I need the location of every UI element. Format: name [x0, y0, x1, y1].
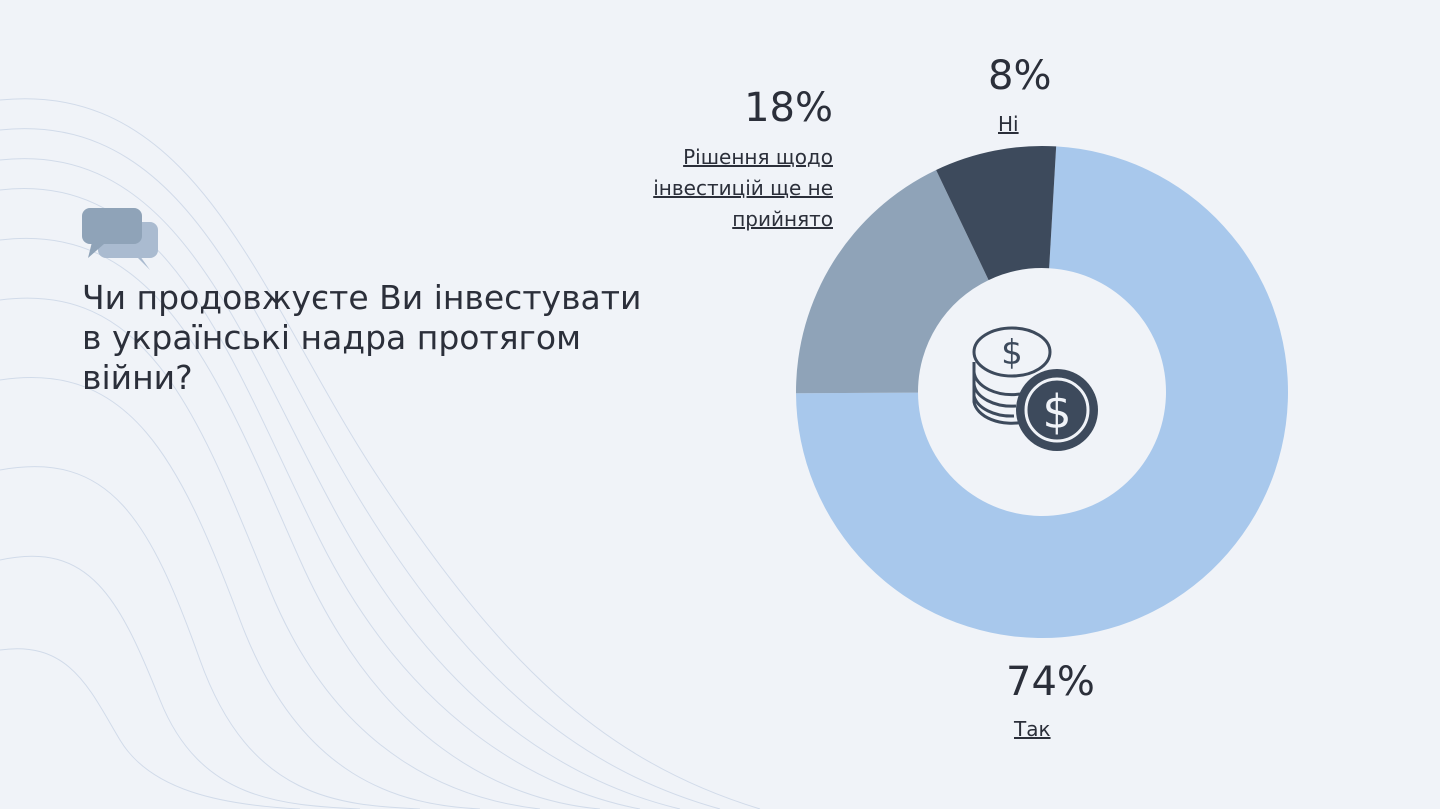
value-label: 8% — [988, 53, 1052, 99]
donut-segment — [936, 146, 1057, 281]
category-label: Так — [1014, 717, 1051, 741]
category-label: Ні — [998, 112, 1019, 136]
chat-icon — [82, 208, 158, 270]
donut-segment — [795, 169, 989, 394]
svg-text:$: $ — [1042, 385, 1071, 439]
coins-icon: $ $ — [972, 326, 1098, 451]
category-label: Рішення щодо інвестицій ще не прийнято — [653, 145, 833, 231]
svg-text:$: $ — [1001, 333, 1023, 373]
donut — [795, 146, 1288, 639]
value-label: 18% — [744, 85, 833, 131]
donut-segment — [796, 146, 1288, 639]
chart-title: Чи продовжуєте Ви інвестувати в українсь… — [82, 278, 642, 397]
value-label: 74% — [1006, 659, 1095, 705]
